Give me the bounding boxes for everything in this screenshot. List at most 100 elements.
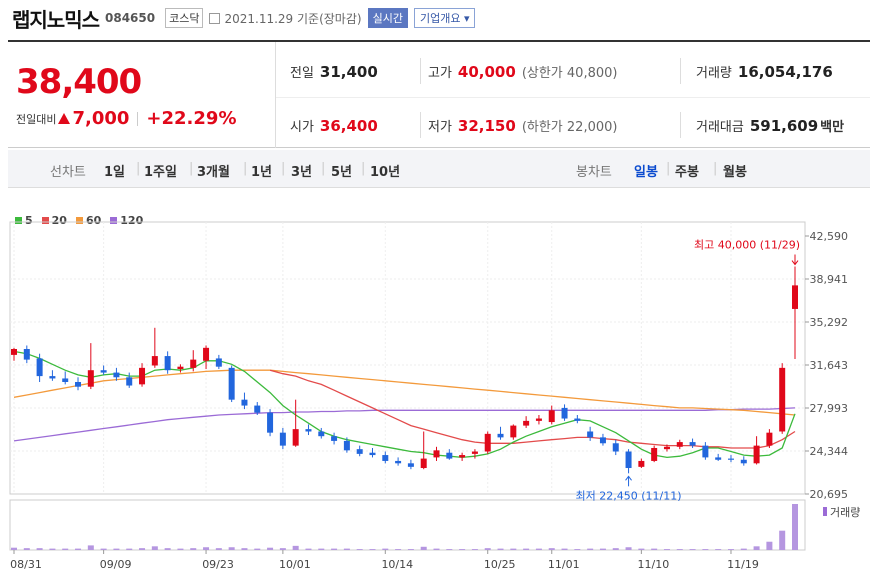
period-1d[interactable]: 1일 bbox=[104, 165, 126, 180]
stock-code: 084650 bbox=[105, 11, 156, 25]
low-price: 저가 32,150 (하한가 22,000) bbox=[428, 116, 617, 135]
candle-body bbox=[100, 370, 107, 373]
amount-label: 거래대금 bbox=[696, 120, 744, 135]
candle-body bbox=[395, 460, 402, 464]
volume-bar bbox=[727, 549, 734, 550]
amount-unit: 백만 bbox=[820, 120, 845, 135]
y-tick-label: 31,643 bbox=[810, 359, 849, 372]
candle-body bbox=[318, 431, 325, 437]
volume-legend-swatch bbox=[823, 507, 827, 516]
candle-weekly[interactable]: 주봉 bbox=[675, 165, 699, 180]
market-badge: 코스닥 bbox=[165, 8, 204, 28]
volume-bar bbox=[561, 548, 568, 550]
volume-bar bbox=[689, 549, 696, 550]
divider: | bbox=[243, 161, 248, 176]
low-arrow-head bbox=[625, 475, 632, 481]
volume-bar bbox=[305, 548, 312, 550]
volume-bar bbox=[228, 547, 235, 550]
chevron-down-icon: ▾ bbox=[463, 12, 470, 25]
period-1w[interactable]: 1주일 bbox=[144, 165, 177, 180]
x-tick-label: 11/01 bbox=[548, 558, 580, 571]
candle-body bbox=[331, 436, 338, 441]
change-percent: +22.29% bbox=[146, 108, 237, 129]
volume-bar bbox=[126, 548, 133, 550]
volume: 거래량 16,054,176 bbox=[696, 62, 833, 81]
date-text: 2021.11.29 기준(장마감) bbox=[224, 11, 362, 26]
divider: | bbox=[281, 161, 286, 176]
candle-body bbox=[11, 349, 17, 355]
volume-bar bbox=[382, 548, 389, 550]
candle-body bbox=[190, 359, 197, 368]
volume-bar bbox=[177, 548, 184, 550]
volume-frame bbox=[9, 499, 806, 551]
candle-body bbox=[279, 432, 286, 446]
price-summary: 38,400 전일대비 7,000 +22.29% 전일 31,400 고가 4… bbox=[8, 40, 870, 148]
volume-label: 거래량 bbox=[830, 506, 860, 519]
realtime-button[interactable]: 실시간 bbox=[367, 8, 408, 28]
candle-body bbox=[343, 440, 350, 451]
period-3y[interactable]: 3년 bbox=[291, 165, 313, 180]
price-change: 전일대비 7,000 +22.29% bbox=[16, 108, 236, 129]
volume-bar bbox=[267, 547, 274, 550]
period-5y[interactable]: 5년 bbox=[331, 165, 353, 180]
candle-body bbox=[139, 367, 146, 385]
candle-body bbox=[151, 356, 158, 366]
volume-bar bbox=[574, 549, 581, 550]
volume-bar bbox=[395, 549, 402, 550]
x-tick-label: 08/31 bbox=[10, 558, 42, 571]
volume-bar bbox=[715, 549, 722, 550]
divider bbox=[137, 111, 139, 126]
candle-body bbox=[689, 442, 696, 446]
volume-bar bbox=[638, 548, 645, 550]
volume-bar bbox=[676, 549, 683, 550]
candle-body bbox=[484, 433, 491, 452]
prev-close: 전일 31,400 bbox=[290, 62, 378, 81]
volume-bar bbox=[535, 548, 542, 550]
volume-bar bbox=[331, 548, 338, 550]
candle-body bbox=[676, 442, 683, 447]
period-1y[interactable]: 1년 bbox=[251, 165, 273, 180]
volume-bar bbox=[612, 548, 619, 550]
period-10y[interactable]: 10년 bbox=[370, 165, 401, 180]
ma5-line bbox=[13, 350, 796, 459]
calendar-icon bbox=[209, 12, 221, 24]
candle-body bbox=[49, 376, 56, 379]
volume-bar bbox=[100, 548, 107, 550]
period-3m[interactable]: 3개월 bbox=[197, 165, 230, 180]
candle-daily[interactable]: 일봉 bbox=[634, 165, 658, 180]
volume-bar bbox=[279, 548, 286, 550]
stock-header: 랩지노믹스 084650 코스닥 2021.11.29 기준(장마감) 실시간 … bbox=[12, 5, 476, 32]
volume-bar bbox=[753, 546, 760, 550]
candle-monthly[interactable]: 월봉 bbox=[723, 165, 747, 180]
high-label: 고가 bbox=[428, 66, 452, 81]
volume-bar bbox=[497, 548, 504, 550]
volume-bar bbox=[241, 548, 248, 550]
volume-bar bbox=[292, 545, 299, 550]
volume-bar bbox=[420, 546, 427, 550]
divider: | bbox=[666, 161, 671, 176]
price-chart[interactable]: 42,590 38,941 35,292 31,643 27,993 24,344 20,6… bbox=[0, 200, 871, 583]
volume-bar bbox=[254, 548, 261, 550]
volume-bar bbox=[471, 549, 478, 550]
candle-body bbox=[702, 445, 709, 458]
candle-body bbox=[446, 452, 453, 459]
legend-label: 20 bbox=[51, 214, 67, 227]
candle-body bbox=[215, 358, 222, 367]
candle-body bbox=[228, 367, 235, 400]
volume-bar bbox=[343, 548, 350, 550]
divider bbox=[680, 58, 681, 84]
legend-swatch bbox=[75, 217, 83, 224]
volume-bar bbox=[651, 548, 658, 550]
volume-bar bbox=[766, 541, 773, 550]
amount-value: 591,609 bbox=[749, 117, 819, 135]
volume-bar bbox=[484, 548, 491, 550]
x-tick-label: 11/10 bbox=[638, 558, 670, 571]
company-info-button[interactable]: 기업개요 ▾ bbox=[413, 8, 476, 28]
legend-swatch bbox=[41, 217, 49, 224]
candle-body bbox=[164, 356, 171, 371]
divider: | bbox=[321, 161, 326, 176]
candle-body bbox=[407, 463, 414, 467]
reference-date: 2021.11.29 기준(장마감) bbox=[209, 10, 362, 27]
x-tick-label: 11/19 bbox=[727, 558, 759, 571]
divider: | bbox=[713, 161, 718, 176]
